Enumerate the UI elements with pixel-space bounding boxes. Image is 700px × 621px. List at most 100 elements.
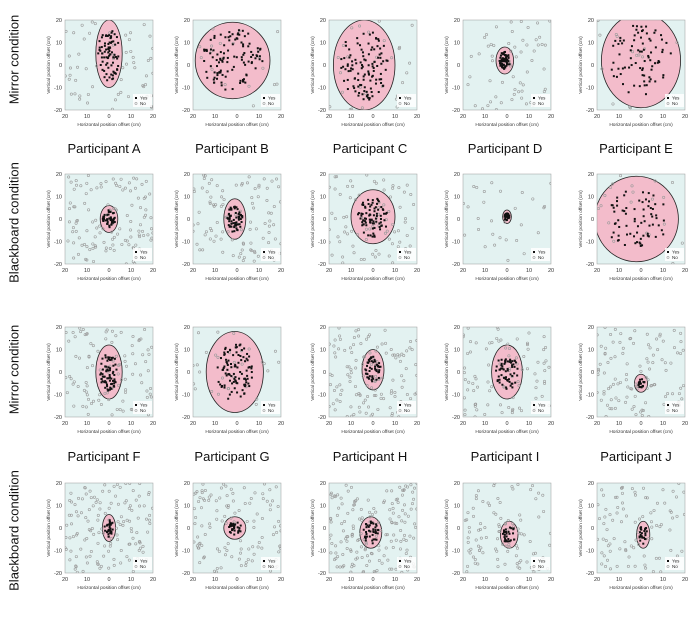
yes-marker xyxy=(258,55,261,58)
y-tick-label: 10 xyxy=(184,504,190,510)
yes-marker xyxy=(111,219,114,222)
no-marker xyxy=(77,496,81,500)
yes-marker xyxy=(648,80,651,83)
no-marker xyxy=(341,43,345,47)
no-marker xyxy=(207,181,211,185)
yes-marker xyxy=(383,219,386,222)
no-marker xyxy=(476,562,480,566)
yes-marker xyxy=(242,53,245,56)
no-marker xyxy=(497,339,501,343)
yes-marker xyxy=(503,67,506,70)
yes-marker xyxy=(111,61,114,64)
yes-marker xyxy=(229,35,232,38)
yes-marker xyxy=(381,84,384,87)
no-marker xyxy=(492,511,496,515)
legend-yes-swatch xyxy=(533,251,535,253)
yes-marker xyxy=(344,44,347,47)
yes-marker xyxy=(649,78,652,81)
no-marker xyxy=(511,396,515,400)
yes-marker xyxy=(638,85,641,88)
no-marker xyxy=(138,483,142,485)
no-marker xyxy=(621,507,625,511)
no-marker xyxy=(377,520,381,524)
yes-marker xyxy=(377,200,380,203)
yes-marker xyxy=(351,64,354,67)
no-marker xyxy=(214,499,218,503)
yes-marker xyxy=(215,65,218,68)
no-marker xyxy=(513,206,517,210)
yes-marker xyxy=(228,216,231,219)
yes-marker xyxy=(643,84,646,87)
yes-marker xyxy=(232,372,235,375)
no-marker xyxy=(604,565,608,569)
no-marker xyxy=(195,363,199,367)
legend-no-label: No xyxy=(404,255,410,260)
no-marker xyxy=(352,503,356,507)
no-marker xyxy=(396,229,400,233)
yes-marker xyxy=(368,97,371,100)
x-tick-label: 0 xyxy=(371,421,374,427)
yes-marker xyxy=(347,70,350,73)
no-marker xyxy=(210,44,214,48)
yes-marker xyxy=(376,202,379,205)
no-marker xyxy=(148,34,152,38)
plot-frame xyxy=(64,173,154,265)
no-marker xyxy=(226,542,230,546)
yes-marker xyxy=(255,54,258,57)
x-tick-label: 10 xyxy=(616,268,622,274)
legend-yes-label: Yes xyxy=(140,250,148,255)
no-marker xyxy=(94,500,98,504)
x-tick-label: 20 xyxy=(326,421,332,427)
no-marker xyxy=(123,238,127,242)
no-marker xyxy=(333,408,337,412)
yes-marker xyxy=(368,73,371,76)
yes-marker xyxy=(373,207,376,210)
yes-marker xyxy=(234,38,237,41)
no-marker xyxy=(139,337,143,341)
x-tick-label: 10 xyxy=(392,114,398,120)
no-marker xyxy=(243,502,247,506)
yes-marker xyxy=(378,369,381,372)
no-marker xyxy=(613,355,617,359)
yes-marker xyxy=(107,366,110,369)
x-axis-label: Horizontal position offset (cm) xyxy=(77,585,141,591)
no-marker xyxy=(196,546,200,550)
no-marker xyxy=(74,78,78,82)
yes-marker xyxy=(640,50,643,53)
yes-marker xyxy=(226,350,229,353)
no-marker xyxy=(75,570,79,573)
yes-marker xyxy=(228,225,231,228)
no-marker xyxy=(126,95,130,99)
yes-marker xyxy=(366,93,369,96)
no-marker xyxy=(466,83,470,87)
yes-marker xyxy=(371,375,374,378)
no-marker xyxy=(146,233,150,237)
yes-marker xyxy=(105,73,108,76)
x-tick-label: 10 xyxy=(392,421,398,427)
no-marker xyxy=(334,355,338,359)
no-marker xyxy=(211,27,215,31)
yes-marker xyxy=(246,374,249,377)
no-marker xyxy=(103,391,107,395)
yes-marker xyxy=(228,220,231,223)
yes-marker xyxy=(219,383,222,386)
yes-marker xyxy=(508,214,511,217)
no-marker xyxy=(362,257,366,261)
yes-marker xyxy=(362,98,365,101)
no-marker xyxy=(212,569,216,573)
yes-marker xyxy=(367,96,370,99)
no-marker xyxy=(329,520,333,524)
no-marker xyxy=(533,372,537,376)
no-marker xyxy=(528,540,532,544)
no-marker xyxy=(357,328,361,332)
yes-marker xyxy=(504,358,507,361)
no-marker xyxy=(671,261,675,264)
yes-marker xyxy=(346,78,349,81)
legend-box xyxy=(133,248,152,261)
no-marker xyxy=(239,228,243,232)
y-tick-label: 0 xyxy=(187,370,190,376)
